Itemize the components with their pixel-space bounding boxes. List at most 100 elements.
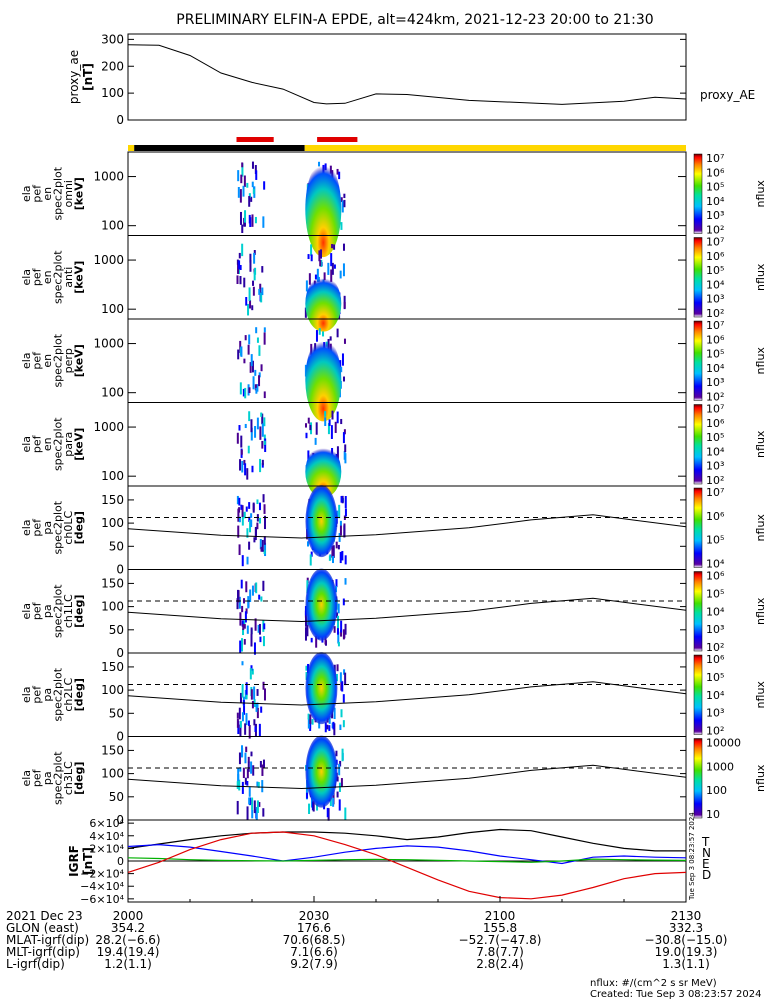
- flux-pixel: [251, 585, 254, 596]
- panel-ylabel: ela: [20, 352, 33, 369]
- flux-pixel: [342, 720, 345, 728]
- ae-series-label: proxy_AE: [700, 88, 755, 102]
- panel-ylabel: ch1LC: [62, 594, 75, 628]
- flux-pixel: [240, 504, 243, 510]
- flux-pixel: [259, 283, 262, 294]
- side-timestamp: Tue Sep 3 08:23:57 2024: [688, 812, 696, 901]
- flux-pixel: [260, 364, 263, 372]
- flux-pixel: [306, 792, 309, 799]
- science-zone-mark: [236, 137, 274, 142]
- flux-pixel: [240, 449, 243, 455]
- colorbar-tick: 10²: [706, 641, 724, 654]
- flux-pixel: [343, 193, 346, 199]
- flux-pixel: [324, 722, 327, 733]
- flux-pixel: [252, 286, 255, 296]
- ytick-label: 0: [116, 813, 124, 827]
- ytick-label: 0: [116, 646, 124, 660]
- flux-pixel: [239, 459, 242, 471]
- colorbar: [693, 487, 703, 568]
- flux-pixel: [241, 555, 244, 567]
- colorbar-tick: 10²: [706, 391, 724, 404]
- flux-pixel: [249, 259, 252, 272]
- flux-pixel: [339, 724, 342, 731]
- flux-pixel: [246, 780, 249, 786]
- flux-pixel: [262, 494, 265, 503]
- flux-pixel: [249, 362, 252, 373]
- flux-pixel: [310, 551, 313, 557]
- flux-pixel: [260, 292, 263, 303]
- flux-pixel: [241, 224, 244, 234]
- flux-pixel: [252, 188, 255, 194]
- flux-pixel: [239, 211, 242, 225]
- flux-pixel: [339, 520, 342, 527]
- colorbar-tick: 10⁴: [706, 362, 725, 375]
- flux-pixel: [340, 366, 343, 373]
- colorbar-label: nflux: [754, 514, 767, 542]
- flux-pixel: [319, 259, 322, 267]
- row-value: −30.8(−15.0): [645, 933, 728, 947]
- colorbar-tick: 10⁷: [706, 486, 724, 499]
- panel-ylabel: pef: [31, 685, 44, 704]
- colorbar-tick: 10⁴: [706, 689, 725, 702]
- flux-pixel: [258, 372, 261, 378]
- igrf-ylabel-2: [nT]: [81, 847, 95, 875]
- flux-pixel: [237, 349, 240, 360]
- panel-frame: [127, 235, 687, 320]
- flux-pixel: [253, 252, 256, 264]
- row-value: 2130: [671, 909, 702, 923]
- igrf-ytick-label: −6×10⁴: [80, 893, 124, 906]
- flux-pixel: [254, 618, 257, 631]
- flux-pixel: [244, 611, 247, 623]
- ae-ytick-label: 300: [101, 32, 124, 46]
- energy-spectrogram: 1001000elapefenspec2plotperp[keV]10²10³1…: [20, 318, 767, 422]
- flux-pixel: [243, 598, 246, 604]
- igrf-ylabel-1: IGRF: [67, 845, 81, 877]
- flux-pixel: [250, 427, 253, 441]
- ytick-label: 50: [109, 539, 124, 553]
- row-value: −52.7(−47.8): [459, 933, 542, 947]
- flux-pixel: [241, 745, 244, 758]
- flux-pixel: [254, 216, 257, 224]
- flux-pixel: [241, 661, 244, 666]
- flux-pixel: [253, 800, 256, 814]
- flux-pixel: [248, 196, 251, 207]
- flux-pixel: [251, 465, 254, 473]
- panel-ylabel: pa: [41, 604, 54, 618]
- flux-pixel: [305, 432, 308, 439]
- flux-pixel: [250, 196, 253, 202]
- panel-ylabel: ch2LC: [62, 678, 75, 712]
- ytick-label: 100: [101, 219, 124, 233]
- colorbar-tick: 10⁴: [706, 278, 725, 291]
- panel-ylabel: spec2plot: [52, 166, 65, 220]
- flux-pixel: [256, 800, 259, 814]
- flux-pixel: [343, 669, 346, 675]
- flux-pixel: [250, 354, 253, 367]
- flux-pixel: [236, 712, 239, 719]
- panel-ylabel: ela: [20, 185, 33, 202]
- flux-pixel: [312, 800, 315, 812]
- flux-pixel: [307, 417, 310, 424]
- flux-pixel: [336, 776, 339, 782]
- flux-pixel: [336, 411, 339, 424]
- row-label: 2021 Dec 23: [6, 909, 83, 923]
- flux-pixel: [238, 779, 241, 791]
- colorbar-tick: 10³: [706, 707, 724, 720]
- flux-pixel: [241, 684, 244, 698]
- flux-pixel: [256, 781, 259, 787]
- flux-pixel: [307, 450, 310, 464]
- flux-pixel: [330, 269, 333, 282]
- energy-spectrogram: 1001000elapefenspec2plotomni[keV]10²10³1…: [20, 151, 767, 258]
- flux-pixel: [245, 694, 248, 700]
- flux-pixel: [336, 446, 339, 460]
- ytick-label: 50: [109, 623, 124, 637]
- panel-frame: [127, 569, 687, 654]
- flux-pixel: [262, 759, 265, 768]
- flux-pixel: [333, 264, 336, 269]
- panel-ylabel: ela: [20, 603, 33, 620]
- orbit-segment: [134, 145, 305, 151]
- flux-pixel: [248, 287, 251, 302]
- flux-pixel: [253, 271, 256, 281]
- ae-ylabel-2: [nT]: [81, 63, 95, 91]
- flux-pixel: [250, 761, 253, 774]
